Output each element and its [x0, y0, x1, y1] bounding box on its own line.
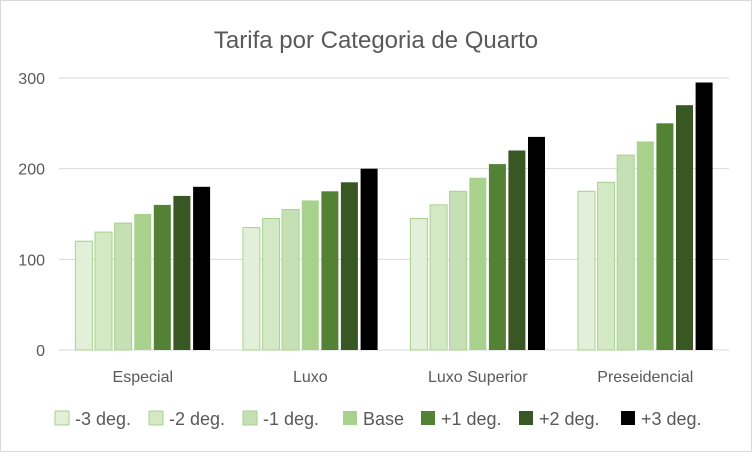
legend-label: +3 deg.	[641, 409, 702, 429]
bar-luxo-4: Base: 165	[301, 200, 319, 350]
legend-item-6: +2 deg.	[519, 409, 600, 429]
bar-luxo-2: -2 deg.: 145	[262, 218, 281, 351]
x-tick-label: Preseidencial	[597, 369, 693, 386]
y-axis-ticks: 0 100 200 300	[18, 71, 45, 360]
legend-swatch	[242, 410, 258, 426]
legend-label: -1 deg.	[263, 409, 319, 429]
legend-label: Base	[363, 409, 404, 429]
legend-swatch	[421, 411, 435, 425]
y-tick-label: 100	[18, 252, 45, 269]
bar-preseidencial-7: +3 deg.: 295	[695, 82, 713, 350]
bar-especial-4: Base: 150	[134, 214, 152, 350]
x-tick-label: Luxo Superior	[428, 369, 528, 386]
y-tick-label: 0	[36, 343, 45, 360]
legend-item-7: +3 deg.	[621, 409, 702, 429]
bar-especial-3: -1 deg.: 140	[114, 222, 133, 351]
bar-especial-7: +3 deg.: 180	[193, 186, 211, 350]
legend-item-4: Base	[343, 409, 404, 429]
chart-title: Tarifa por Categoria de Quarto	[214, 27, 538, 54]
bar-preseidencial-4: Base: 230	[636, 141, 654, 350]
legend-swatch	[343, 411, 357, 425]
bar-especial-5: +1 deg.: 160	[153, 204, 171, 350]
bar-luxo-7: +3 deg.: 200	[360, 168, 378, 350]
legend-label: -3 deg.	[75, 409, 131, 429]
x-tick-label: Especial	[113, 369, 173, 386]
bar-preseidencial-5: +1 deg.: 250	[656, 123, 674, 350]
legend-swatch	[54, 410, 70, 426]
legend-label: +1 deg.	[441, 409, 502, 429]
legend-item-1: -3 deg.	[54, 409, 131, 429]
legend-label: -2 deg.	[169, 409, 225, 429]
bar-preseidencial-6: +2 deg.: 270	[676, 105, 693, 350]
bar-luxo-1: -3 deg.: 135	[242, 227, 261, 351]
legend-swatch	[519, 411, 533, 425]
bar-especial-1: -3 deg.: 120	[74, 240, 93, 351]
x-axis-ticks: Especial Luxo Luxo Superior Preseidencial	[113, 369, 694, 386]
bar-luxo-superior-6: +2 deg.: 220	[508, 150, 526, 350]
bar-luxo-superior-1: -3 deg.: 145	[409, 218, 428, 351]
bar-luxo-superior-5: +1 deg.: 205	[488, 164, 506, 350]
x-tick-label: Luxo	[293, 369, 328, 386]
legend-item-3: -1 deg.	[242, 409, 319, 429]
bar-especial-6: +2 deg.: 170	[173, 195, 191, 350]
bar-luxo-superior-3: -1 deg.: 175	[449, 190, 468, 351]
bar-especial-2: -2 deg.: 130	[94, 231, 113, 351]
bar-luxo-5: +1 deg.: 175	[321, 191, 339, 350]
legend-item-5: +1 deg.	[421, 409, 502, 429]
bar-preseidencial-1: -3 deg.: 175	[577, 190, 596, 351]
bar-luxo-superior-2: -2 deg.: 160	[429, 204, 448, 351]
y-tick-label: 300	[18, 71, 45, 88]
bar-luxo-6: +2 deg.: 185	[340, 182, 358, 350]
legend-item-2: -2 deg.	[148, 409, 225, 429]
legend-swatch	[621, 411, 635, 425]
bar-preseidencial-3: -1 deg.: 215	[616, 154, 635, 351]
bar-preseidencial-2: -2 deg.: 185	[597, 181, 616, 351]
bars: -3 deg.: 120-2 deg.: 130-1 deg.: 140Base…	[74, 82, 713, 351]
legend-label: +2 deg.	[539, 409, 600, 429]
legend: -3 deg. -2 deg. -1 deg. Base +1 deg. +2 deg. +…	[54, 409, 702, 429]
bar-luxo-superior-7: +3 deg.: 235	[528, 136, 545, 350]
y-tick-label: 200	[18, 162, 45, 179]
legend-swatch	[148, 410, 164, 426]
bar-luxo-superior-4: Base: 190	[469, 177, 487, 350]
bar-luxo-3: -1 deg.: 155	[281, 209, 300, 351]
